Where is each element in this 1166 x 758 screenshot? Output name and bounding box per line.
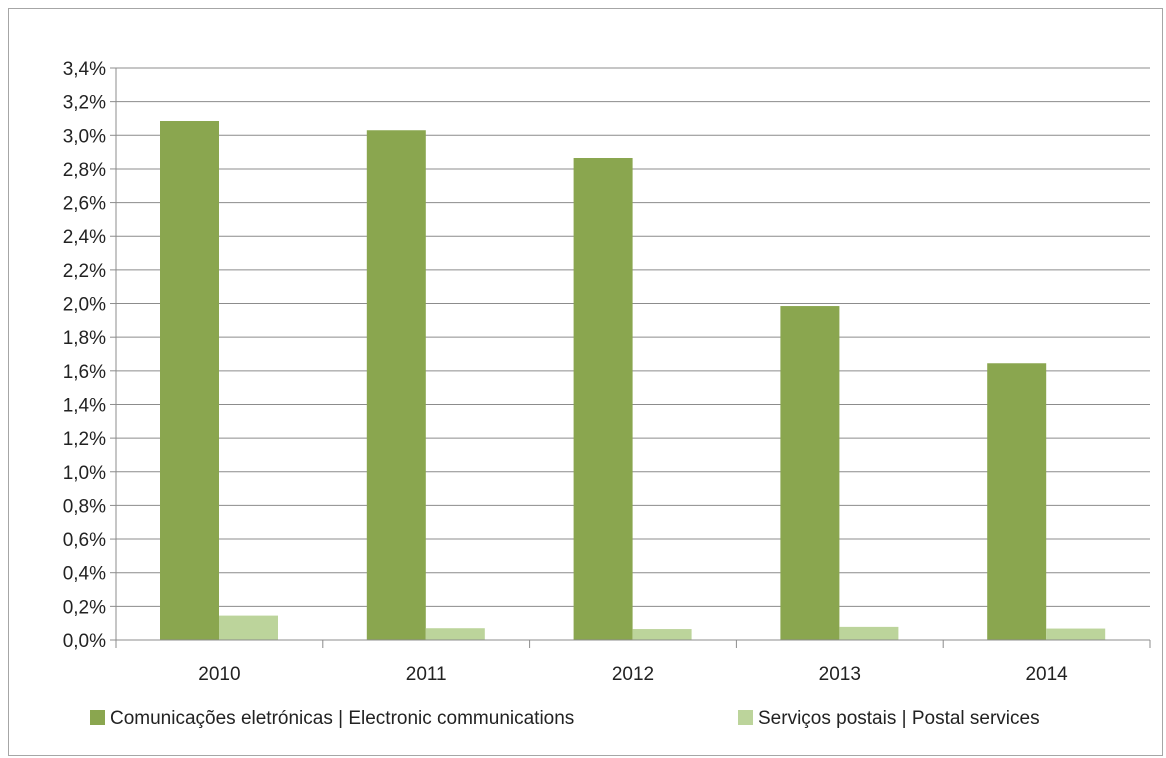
x-tick-label: 2012 (612, 664, 654, 685)
y-tick-label: 3,4% (63, 59, 106, 80)
bar-electronic-communications-2012 (573, 158, 633, 640)
x-tick-label: 2013 (819, 664, 861, 685)
y-tick-label: 3,0% (63, 126, 106, 147)
bar-postal-services-2013 (839, 626, 899, 640)
y-tick-label: 1,6% (63, 362, 106, 383)
legend-label: Comunicações eletrónicas | Electronic co… (110, 708, 574, 729)
x-tick-label: 2010 (198, 664, 240, 685)
y-tick-label: 1,8% (63, 328, 106, 349)
bar-electronic-communications-2011 (366, 130, 426, 640)
y-tick-label: 2,6% (63, 194, 106, 215)
y-tick-label: 0,0% (63, 631, 106, 652)
y-tick-label: 1,4% (63, 395, 106, 416)
y-tick-label: 0,6% (63, 530, 106, 551)
axes (110, 67, 1151, 648)
bar-electronic-communications-2010 (160, 120, 219, 640)
bar-electronic-communications-2013 (780, 306, 840, 640)
y-tick-label: 2,8% (63, 160, 106, 181)
bar-postal-services-2014 (1046, 628, 1106, 640)
y-tick-label: 0,2% (63, 597, 106, 618)
x-tick-label: 2011 (406, 664, 447, 685)
y-tick-label: 1,0% (63, 463, 106, 484)
legend-swatch (738, 710, 753, 725)
x-tick-label: 2014 (1025, 664, 1068, 685)
y-axis-labels: 0,0% 0,2% 0,4% 0,6% 0,8% 1,0% 1,2% 1,4% 1,6% 1,8%… (63, 59, 106, 652)
y-tick-label: 0,8% (63, 496, 106, 517)
y-tick-label: 1,2% (63, 429, 106, 450)
bar-electronic-communications-2014 (987, 363, 1047, 640)
y-tick-label: 0,4% (63, 564, 106, 585)
bar-postal-services-2010 (219, 615, 278, 640)
bars (160, 120, 1106, 640)
bar-postal-services-2011 (425, 628, 485, 640)
y-tick-label: 2,2% (63, 261, 106, 282)
gridlines (116, 67, 1150, 607)
y-tick-label: 2,4% (63, 227, 106, 248)
x-axis-labels: 2010 2011 2012 2013 2014 (198, 664, 1068, 685)
y-tick-label: 3,2% (63, 93, 106, 114)
bar-postal-services-2012 (632, 629, 692, 640)
legend-swatch (90, 710, 105, 725)
y-tick-label: 2,0% (63, 295, 106, 316)
legend: Comunicações eletrónicas | Electronic co… (90, 708, 1040, 729)
legend-label: Serviços postais | Postal services (758, 708, 1040, 729)
